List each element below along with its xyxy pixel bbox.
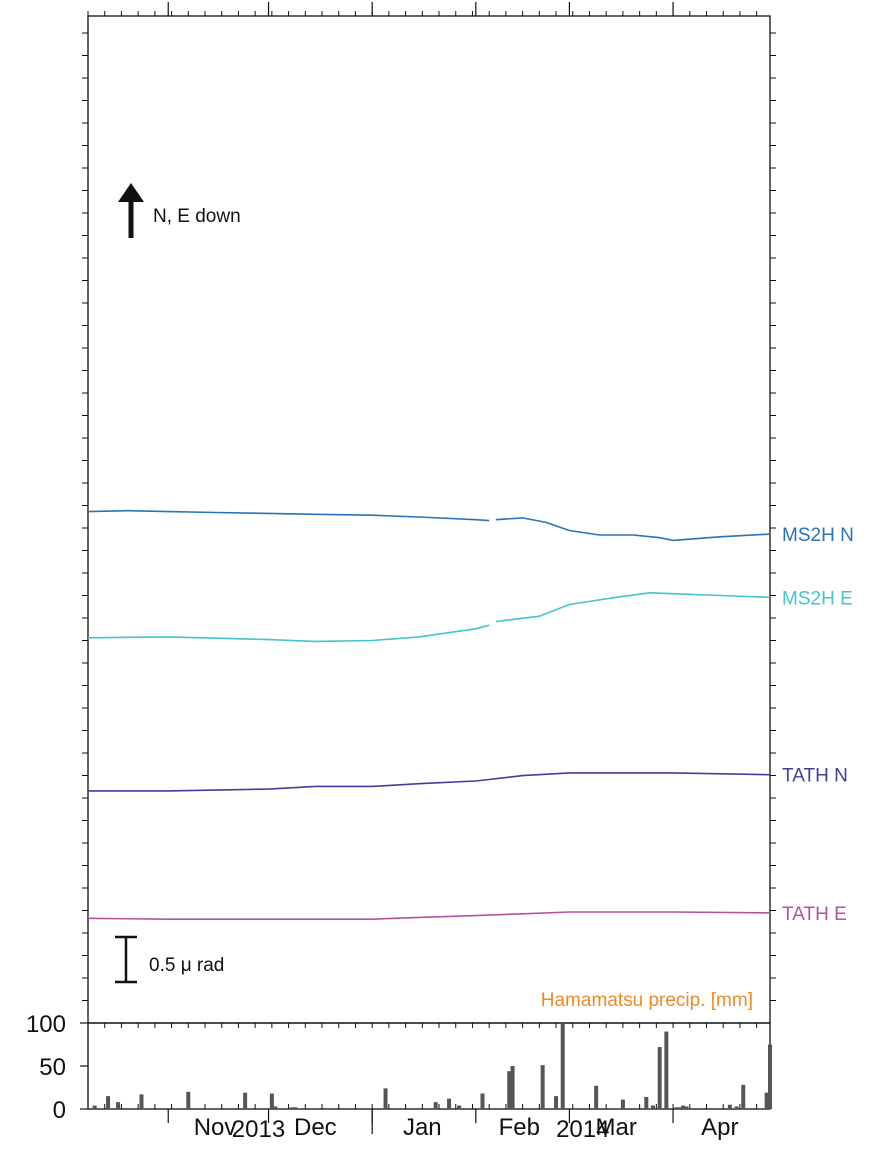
precip-bar (92, 1105, 97, 1109)
precip-bar (554, 1096, 559, 1109)
precip-bar (289, 1107, 294, 1109)
precip-bar (674, 1107, 679, 1109)
month-label: Mar (596, 1114, 637, 1141)
precip-bar (106, 1096, 111, 1109)
series-label-tath-e: TATH E (782, 904, 847, 925)
precip-y-tick-label: 50 (39, 1054, 66, 1081)
orientation-label: N, E down (153, 206, 241, 227)
month-label: Feb (499, 1114, 540, 1141)
precip-bar (768, 1044, 772, 1109)
series-label-ms2h-n: MS2H N (782, 525, 854, 546)
series-line-tath-e (87, 911, 771, 920)
precip-bar (727, 1104, 732, 1109)
month-label: Apr (701, 1114, 738, 1141)
precip-bar (480, 1093, 485, 1109)
precip-bar (507, 1071, 512, 1109)
tilt-plot-frame (87, 15, 771, 1024)
year-label: 2014 (556, 1116, 609, 1143)
month-label: Dec (294, 1114, 337, 1141)
precip-bars (92, 1023, 772, 1109)
precip-bar (650, 1105, 655, 1109)
precip-bar (269, 1093, 274, 1109)
precip-bar (447, 1098, 452, 1109)
precip-bar (540, 1065, 545, 1109)
orientation-marker: N, E down (118, 183, 241, 238)
precip-bar (620, 1099, 625, 1109)
precip-bar (741, 1084, 746, 1109)
precip-bar (383, 1088, 388, 1109)
plot-frames (87, 15, 771, 1110)
precip-bar (560, 1023, 565, 1109)
north-arrow-icon (118, 183, 144, 238)
precip-bar (243, 1092, 248, 1109)
series-label-ms2h-e: MS2H E (782, 588, 853, 609)
scale-bar: 0.5 μ rad (115, 935, 224, 984)
precip-bar (510, 1066, 515, 1109)
precip-bar (273, 1106, 278, 1109)
precip-bar (457, 1105, 462, 1109)
precip-bar (433, 1102, 438, 1109)
axis-ticks (82, 2, 776, 1134)
scale-bar-label: 0.5 μ rad (149, 955, 224, 976)
precip-bar (681, 1105, 686, 1109)
scale-bar-icon (115, 935, 137, 984)
series-line-ms2h-n (495, 517, 771, 542)
precip-bar (644, 1096, 649, 1109)
precip-y-tick-label: 100 (26, 1011, 66, 1038)
precip-bar (684, 1106, 689, 1109)
series-label-tath-n: TATH N (782, 766, 848, 787)
axis-labels: MS2H N MS2H E TATH N TATH E 100 50 0 Nov Dec Jan F… (26, 525, 854, 1143)
precip-bar (186, 1091, 191, 1109)
series-line-ms2h-n (87, 509, 490, 522)
precip-bar (664, 1031, 669, 1109)
precip-bar (764, 1092, 769, 1109)
precip-bar (734, 1106, 739, 1109)
tilt-series (87, 509, 771, 920)
year-label: 2013 (232, 1116, 285, 1143)
series-line-ms2h-e (87, 624, 490, 643)
precip-bar (139, 1094, 144, 1109)
series-line-tath-n (88, 772, 771, 792)
precip-bar (677, 1107, 682, 1109)
series-line-ms2h-e (495, 592, 771, 623)
precip-y-tick-label: 0 (53, 1097, 66, 1124)
precip-bar (657, 1047, 662, 1109)
month-label: Jan (403, 1114, 442, 1141)
precip-bar (116, 1102, 121, 1109)
precip-bar (293, 1107, 298, 1109)
precip-title: Hamamatsu precip. [mm] (541, 990, 753, 1011)
precip-bar (594, 1085, 599, 1109)
month-label: Nov (194, 1114, 237, 1141)
